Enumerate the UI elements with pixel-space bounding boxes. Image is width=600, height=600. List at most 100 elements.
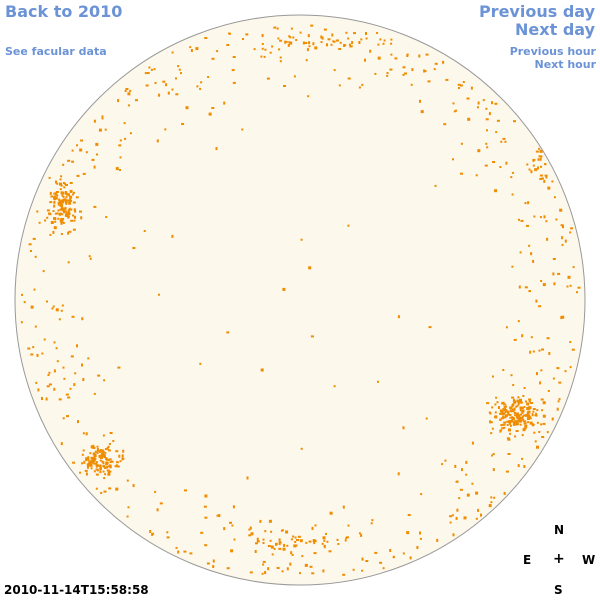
facula-point [337,543,340,545]
facula-point [88,461,92,465]
facula-point [394,57,398,60]
facula-point [489,412,492,415]
facula-point [538,155,542,158]
facula-point [99,459,102,462]
facula-point [499,429,502,433]
facula-point [270,530,273,533]
facula-point [308,540,312,543]
facula-point [56,360,59,363]
observation-timestamp: 2010-11-14T15:58:58 [4,583,149,597]
facula-point [503,406,506,409]
facula-point [48,371,51,374]
facula-point [383,39,386,42]
facula-point [323,545,326,549]
facula-point [216,50,219,53]
facula-point [171,234,174,238]
facula-point [154,490,157,493]
facula-point [501,410,504,412]
facula-point [536,409,539,412]
facula-point [100,449,104,453]
facula-point [68,230,72,233]
facula-point [433,68,436,71]
back-to-year-link[interactable]: Back to 2010 [5,2,123,21]
facula-point [289,36,292,39]
facula-point [115,461,119,464]
facula-point [278,541,282,544]
facula-point [64,182,67,185]
facula-point [87,456,90,460]
facula-point [289,562,292,566]
facula-point [570,227,574,230]
facula-point [567,275,571,279]
facula-point [69,199,72,202]
facula-point [539,149,543,153]
facula-point [73,219,76,222]
facula-point [60,184,63,187]
facula-point [63,186,66,189]
facula-point [69,182,73,184]
facula-point [382,42,385,45]
facula-point [451,514,454,517]
facula-point [37,388,40,392]
facula-point [54,218,57,221]
facula-point [299,572,301,575]
facula-point [93,459,96,462]
facula-point [460,172,463,175]
facula-point [552,272,555,276]
facula-point [516,415,519,419]
facula-point [518,285,521,289]
facula-point [264,48,267,51]
facula-point [523,465,526,468]
facula-point [166,531,169,534]
previous-hour-link[interactable]: Previous hour [509,45,596,58]
facula-point [506,420,509,423]
facula-point [164,128,167,131]
facula-point [524,400,527,403]
see-facular-data-link[interactable]: See facular data [5,45,107,58]
facula-point [162,80,166,83]
facula-point [21,293,23,296]
facula-point [466,97,470,100]
facula-point [442,60,445,64]
facula-point [68,207,71,210]
facula-point [105,457,108,460]
facula-point [85,432,88,436]
facula-point [542,283,546,287]
facula-point [308,41,311,45]
facula-point [101,115,104,118]
facula-point [73,208,76,212]
facula-point [64,192,68,195]
compass-west-label: W [582,553,596,567]
facula-point [255,542,258,545]
facula-point [569,366,572,369]
facula-point [456,480,459,483]
facula-point [512,410,515,412]
facula-point [93,165,96,169]
next-hour-link[interactable]: Next hour [534,58,597,71]
facula-point [349,45,353,48]
facula-point [288,35,291,38]
facula-point [60,218,64,220]
facula-point [486,146,489,149]
facula-point [361,83,364,86]
next-day-link[interactable]: Next day [515,20,595,39]
facula-point [511,193,514,196]
facula-point [71,149,74,152]
facula-point [377,43,380,46]
facula-point [60,221,63,225]
facula-point [311,526,314,530]
facula-point [353,32,356,35]
facula-point [569,341,572,343]
facula-point [102,465,106,467]
facula-point [203,505,207,508]
facula-point [53,192,57,195]
facula-point [74,215,76,219]
previous-day-link[interactable]: Previous day [478,2,595,21]
facula-point [513,421,515,425]
facula-point [85,458,88,461]
facula-point [67,261,70,264]
facula-point [526,407,530,410]
facula-point [530,170,533,174]
facula-point [572,266,575,269]
